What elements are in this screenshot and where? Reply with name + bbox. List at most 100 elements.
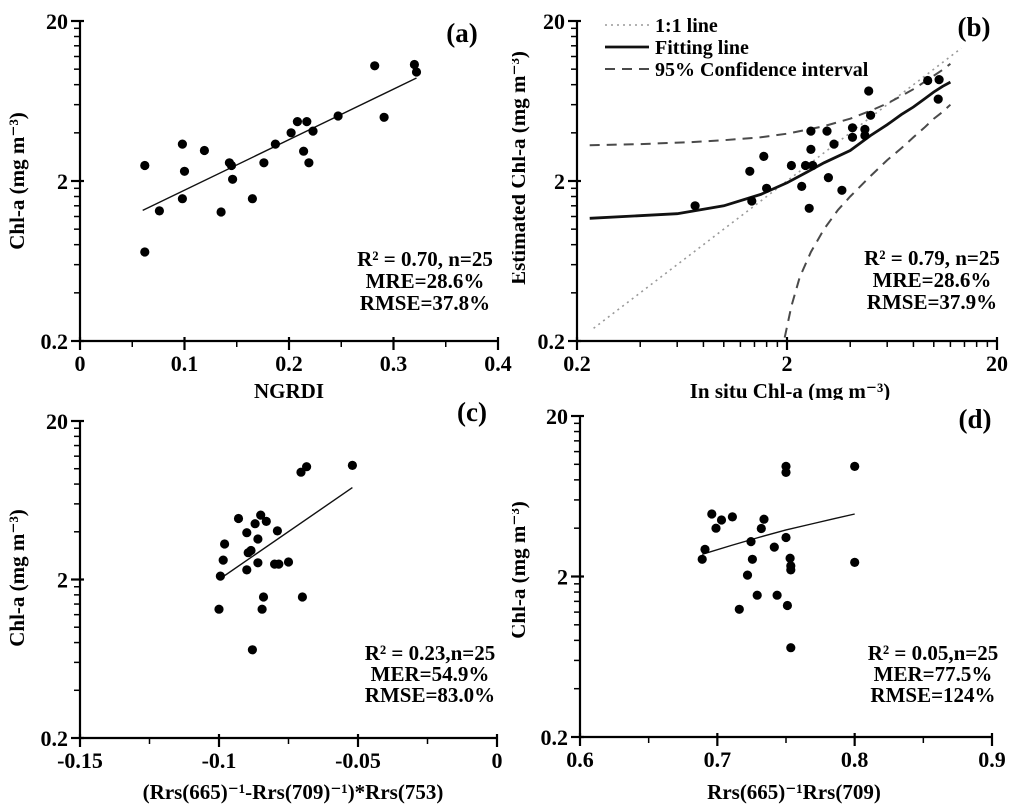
data-point [934,75,944,85]
panel-c-chart: -0.15 -0.1 -0.05 0 0.2 2 20 (Rrs(665)⁻¹-Rrs(709… [5,400,503,804]
data-point [247,194,257,204]
y-tick-label: 2 [554,169,565,194]
stats-line: MRE=28.6% [366,269,485,293]
y-tick-label: 20 [46,409,68,434]
x-tick-label: 0.4 [484,351,512,376]
data-point [752,590,762,600]
y-tick-label: 20 [46,9,68,34]
data-point [782,600,792,611]
data-point [242,528,252,538]
stats-line: MER=54.9% [371,662,490,686]
data-point [379,112,389,122]
data-point [804,203,814,213]
data-point [154,206,164,216]
x-tick-label: -0.15 [57,748,103,773]
stats-line: RMSE=124% [870,683,995,707]
data-point [274,559,284,569]
data-point [745,166,755,176]
data-point [250,519,260,529]
data-point [747,196,757,206]
data-point [829,139,839,149]
data-point [140,247,150,257]
fitting-line [589,80,952,220]
data-point [228,174,238,184]
x-tick-label: -0.1 [202,748,237,773]
data-point [347,460,357,470]
ci-lower-line [783,103,952,338]
x-tick-label: 0.2 [275,351,303,376]
panel-letter: (c) [457,400,487,427]
data-point [409,59,419,70]
data-point [781,467,791,477]
data-point [806,144,816,154]
stats-line: RMSE=83.0% [365,683,495,707]
data-point [786,643,796,653]
x-axis-title: In situ Chl-a (mg m⁻³) [690,379,891,400]
data-point [742,570,753,580]
y-tick-label: 0.2 [41,726,69,751]
y-axis-title: Chl-a (mg m⁻³) [5,112,29,250]
data-point [850,461,860,471]
y-tick-label: 20 [543,9,565,34]
panel-a-chart: 0 0.1 0.2 0.3 0.4 0.2 2 20 NGRDI Chl-a (mg m⁻³) (a… [5,9,512,400]
data-point [233,513,244,524]
data-point [272,526,282,536]
panel-letter: (d) [959,404,992,434]
data-point [215,571,225,581]
data-point [297,592,307,602]
data-point [257,604,267,614]
x-tick-label: 0.8 [841,747,869,772]
data-point [808,160,818,171]
data-point [786,565,796,575]
data-point [253,534,263,544]
data-point [711,523,721,533]
data-point [283,557,294,567]
data-point [179,166,190,176]
panel-letter: (a) [446,18,477,48]
x-tick-label: 0.7 [704,747,732,772]
data-point [214,604,224,614]
legend-label: 1:1 line [655,15,718,37]
stats-line: RMSE=37.8% [360,291,490,315]
data-point [242,565,252,575]
data-point [308,126,318,136]
y-tick-label: 0.2 [41,329,69,354]
data-point [177,194,187,204]
data-point [690,201,700,211]
one-to-one-line [593,47,962,329]
data-point [756,523,766,534]
x-tick-label: 0.9 [978,747,1006,772]
x-axis-title: NGRDI [254,379,324,400]
y-axis-title: Chl-a (mg m⁻³) [5,509,29,647]
y-axis-title: Chl-a (mg m⁻³) [512,501,530,639]
data-point [734,604,744,614]
data-point [806,126,816,136]
panel-b-chart: 0.2 2 20 0.2 2 20 In situ Chl-a (mg m⁻³) Estima… [512,9,1008,400]
data-point [218,555,228,565]
stats-line: R² = 0.23,n=25 [365,641,496,665]
data-point [302,462,312,472]
data-point [259,158,269,168]
data-point [762,183,772,193]
y-axis-title: Estimated Chl-a (mg m⁻³) [512,51,530,285]
y-tick-label: 2 [57,169,68,194]
fitting-line [218,487,353,581]
data-point [286,128,296,138]
stats-line: MER=77.5% [874,662,993,686]
data-point [253,558,263,568]
stats-line: R² = 0.79, n=25 [864,246,1000,270]
stats-line: R² = 0.70, n=25 [357,247,493,271]
y-tick-label: 2 [57,568,68,593]
data-point [781,532,791,543]
data-point [261,516,271,526]
x-tick-label: 20 [986,351,1008,376]
x-tick-label: 0 [75,351,86,376]
data-point [837,185,847,195]
data-point [785,553,795,563]
data-point [797,181,807,191]
data-point [847,132,858,142]
data-point [759,514,769,524]
data-point [304,158,314,168]
data-point [716,515,727,525]
data-point [786,160,796,171]
